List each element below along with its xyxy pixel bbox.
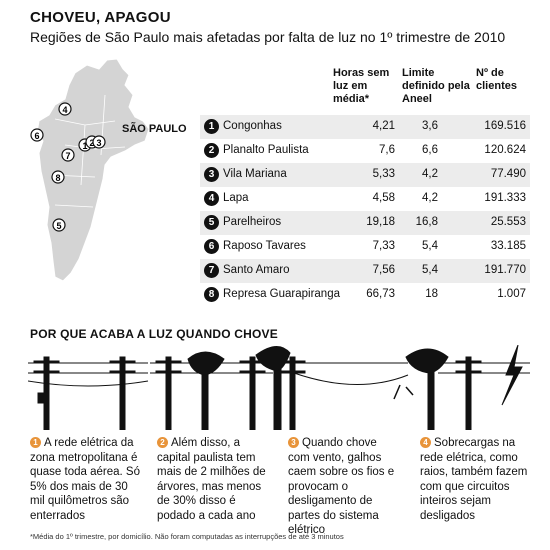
utility-pole-icon	[33, 356, 60, 430]
lightning-icon	[501, 345, 523, 406]
row-hours: 7,33	[372, 240, 395, 252]
row-limit: 5,4	[422, 240, 438, 252]
caption-2: 2 Além disso, a capital paulista tem mais…	[157, 436, 269, 523]
row-region: Congonhas	[223, 120, 282, 132]
svg-text:1: 1	[82, 141, 87, 151]
row-hours: 4,21	[372, 120, 395, 132]
row-limit: 18	[425, 288, 438, 300]
table-row: 8 Represa Guarapiranga 66,73 18 1.007	[200, 283, 530, 307]
row-region: Represa Guarapiranga	[223, 288, 340, 300]
row-clients: 120.624	[484, 144, 526, 156]
row-clients: 191.333	[484, 192, 526, 204]
table-row: 3 Vila Mariana 5,33 4,2 77.490	[200, 163, 530, 187]
row-hours: 19,18	[366, 216, 395, 228]
section-title: POR QUE ACABA A LUZ QUANDO CHOVE	[30, 327, 278, 341]
tree-icon	[187, 351, 225, 430]
svg-text:8: 8	[55, 173, 60, 183]
header-hours: Horas sem luz em média*	[333, 67, 390, 105]
caption-number-badge: 3	[288, 437, 299, 448]
svg-text:7: 7	[65, 151, 70, 161]
caption-text: Além disso, a capital paulista tem mais …	[157, 437, 266, 522]
caption-number-badge: 1	[30, 437, 41, 448]
caption-text: Sobrecargas na rede elétrica, como raios…	[420, 437, 528, 522]
tree-icon	[405, 348, 449, 430]
row-number-badge: 4	[204, 191, 219, 206]
svg-text:5: 5	[56, 221, 61, 231]
svg-text:3: 3	[96, 138, 101, 148]
utility-pole-icon	[279, 356, 306, 430]
marker-5: 5	[52, 218, 66, 232]
row-region: Raposo Tavares	[223, 240, 306, 252]
table-row: 4 Lapa 4,58 4,2 191.333	[200, 187, 530, 211]
row-region: Santo Amaro	[223, 264, 290, 276]
row-clients: 169.516	[484, 120, 526, 132]
caption-3: 3 Quando chove com vento, galhos caem sob…	[288, 436, 400, 538]
row-clients: 25.553	[490, 216, 526, 228]
row-limit: 6,6	[422, 144, 438, 156]
utility-pole-icon	[239, 356, 266, 430]
row-clients: 77.490	[490, 168, 526, 180]
row-number-badge: 8	[204, 287, 219, 302]
caption-number-badge: 2	[157, 437, 168, 448]
row-limit: 4,2	[422, 168, 438, 180]
row-hours: 66,73	[366, 288, 395, 300]
page-title: CHOVEU, APAGOU	[30, 9, 171, 26]
row-hours: 4,58	[372, 192, 395, 204]
row-number-badge: 2	[204, 143, 219, 158]
row-limit: 3,6	[422, 120, 438, 132]
header-clients: Nº de clientes	[476, 67, 517, 92]
row-region: Vila Mariana	[223, 168, 287, 180]
row-hours: 7,56	[372, 264, 395, 276]
utility-pole-icon	[155, 356, 182, 430]
sao-paulo-map: 4 6 1 2 3 7 8 5	[30, 58, 150, 282]
row-number-badge: 5	[204, 215, 219, 230]
marker-3: 3	[92, 135, 106, 149]
header-limit: Limite definido pela Aneel	[402, 67, 470, 105]
row-region: Parelheiros	[223, 216, 282, 228]
svg-text:6: 6	[34, 131, 39, 141]
table-row: 7 Santo Amaro 7,56 5,4 191.770	[200, 259, 530, 283]
row-limit: 16,8	[415, 216, 438, 228]
table-row: 2 Planalto Paulista 7,6 6,6 120.624	[200, 139, 530, 163]
row-clients: 33.185	[490, 240, 526, 252]
power-line-illustration	[28, 345, 530, 430]
row-number-badge: 1	[204, 119, 219, 134]
row-limit: 4,2	[422, 192, 438, 204]
marker-4: 4	[58, 102, 72, 116]
table-row: 6 Raposo Tavares 7,33 5,4 33.185	[200, 235, 530, 259]
row-clients: 191.770	[484, 264, 526, 276]
marker-7: 7	[61, 148, 75, 162]
caption-4: 4 Sobrecargas na rede elétrica, como raio…	[420, 436, 532, 523]
row-clients: 1.007	[497, 288, 526, 300]
svg-text:2: 2	[89, 138, 94, 148]
row-limit: 5,4	[422, 264, 438, 276]
row-hours: 7,6	[379, 144, 395, 156]
row-number-badge: 7	[204, 263, 219, 278]
map-markers: 4 6 1 2 3 7 8 5	[30, 102, 106, 232]
caption-number-badge: 4	[420, 437, 431, 448]
utility-pole-icon	[109, 356, 136, 430]
row-hours: 5,33	[372, 168, 395, 180]
row-number-badge: 3	[204, 167, 219, 182]
footnote: *Média do 1º trimestre, por domicílio. N…	[30, 532, 344, 541]
city-outline	[36, 58, 150, 282]
page-subtitle: Regiões de São Paulo mais afetadas por f…	[30, 29, 506, 45]
row-region: Lapa	[223, 192, 249, 204]
caption-text: Quando chove com vento, galhos caem sobr…	[288, 437, 395, 536]
table-row: 5 Parelheiros 19,18 16,8 25.553	[200, 211, 530, 235]
row-number-badge: 6	[204, 239, 219, 254]
caption-text: A rede elétrica da zona metropolitana é …	[30, 437, 140, 522]
marker-6: 6	[30, 128, 44, 142]
map-label: SÃO PAULO	[122, 123, 187, 135]
tree-icon	[255, 346, 291, 430]
marker-8: 8	[51, 170, 65, 184]
utility-pole-icon	[455, 356, 482, 430]
row-region: Planalto Paulista	[223, 144, 309, 156]
svg-text:4: 4	[62, 105, 67, 115]
table-row: 1 Congonhas 4,21 3,6 169.516	[200, 115, 530, 139]
